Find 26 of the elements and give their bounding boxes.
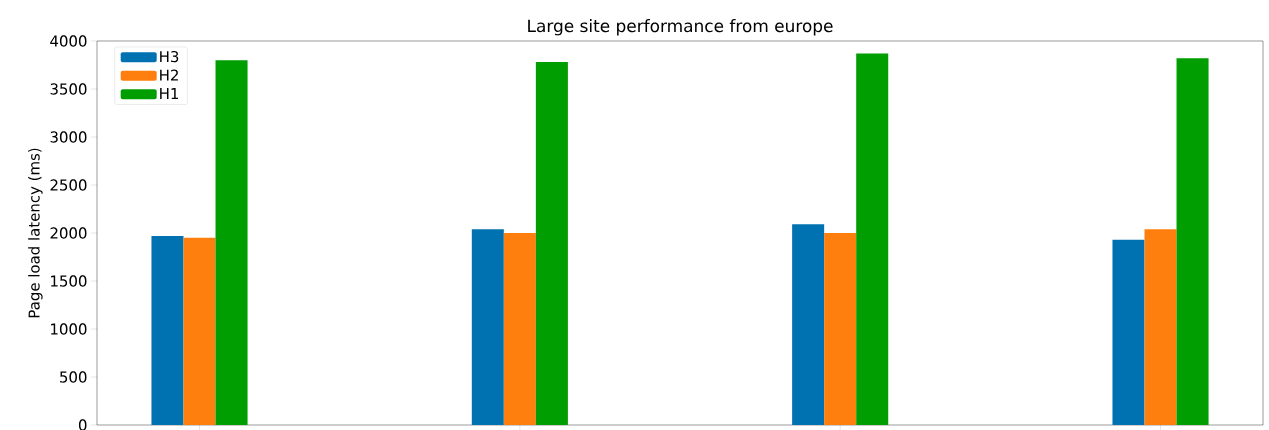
y-tick-label: 2000 [50, 227, 87, 239]
y-tick-label: 3500 [50, 83, 87, 95]
bar [792, 224, 825, 425]
bar [183, 237, 216, 425]
bar [1176, 58, 1209, 425]
legend-label: H2 [160, 69, 178, 81]
bar [1112, 239, 1145, 425]
bar [856, 53, 889, 425]
y-tick-label: 0 [78, 419, 87, 430]
bar [503, 233, 536, 425]
y-tick-label: 1500 [51, 275, 87, 287]
y-tick-label: 500 [60, 371, 87, 383]
bar [824, 233, 857, 425]
chart-title: Large site performance from europe [528, 19, 833, 36]
bar [151, 235, 184, 425]
y-axis-title: Page load latency (ms) [28, 148, 43, 318]
y-tick-label: 1000 [51, 323, 87, 335]
bar [215, 60, 248, 425]
legend-label: H1 [160, 88, 179, 99]
bar [1144, 229, 1177, 425]
y-tick-label: 2500 [50, 179, 87, 191]
bar [535, 62, 568, 425]
y-tick-label: 3000 [50, 131, 87, 143]
legend-label: H3 [160, 50, 179, 63]
bar [471, 229, 504, 425]
y-tick-label: 4000 [50, 35, 87, 47]
